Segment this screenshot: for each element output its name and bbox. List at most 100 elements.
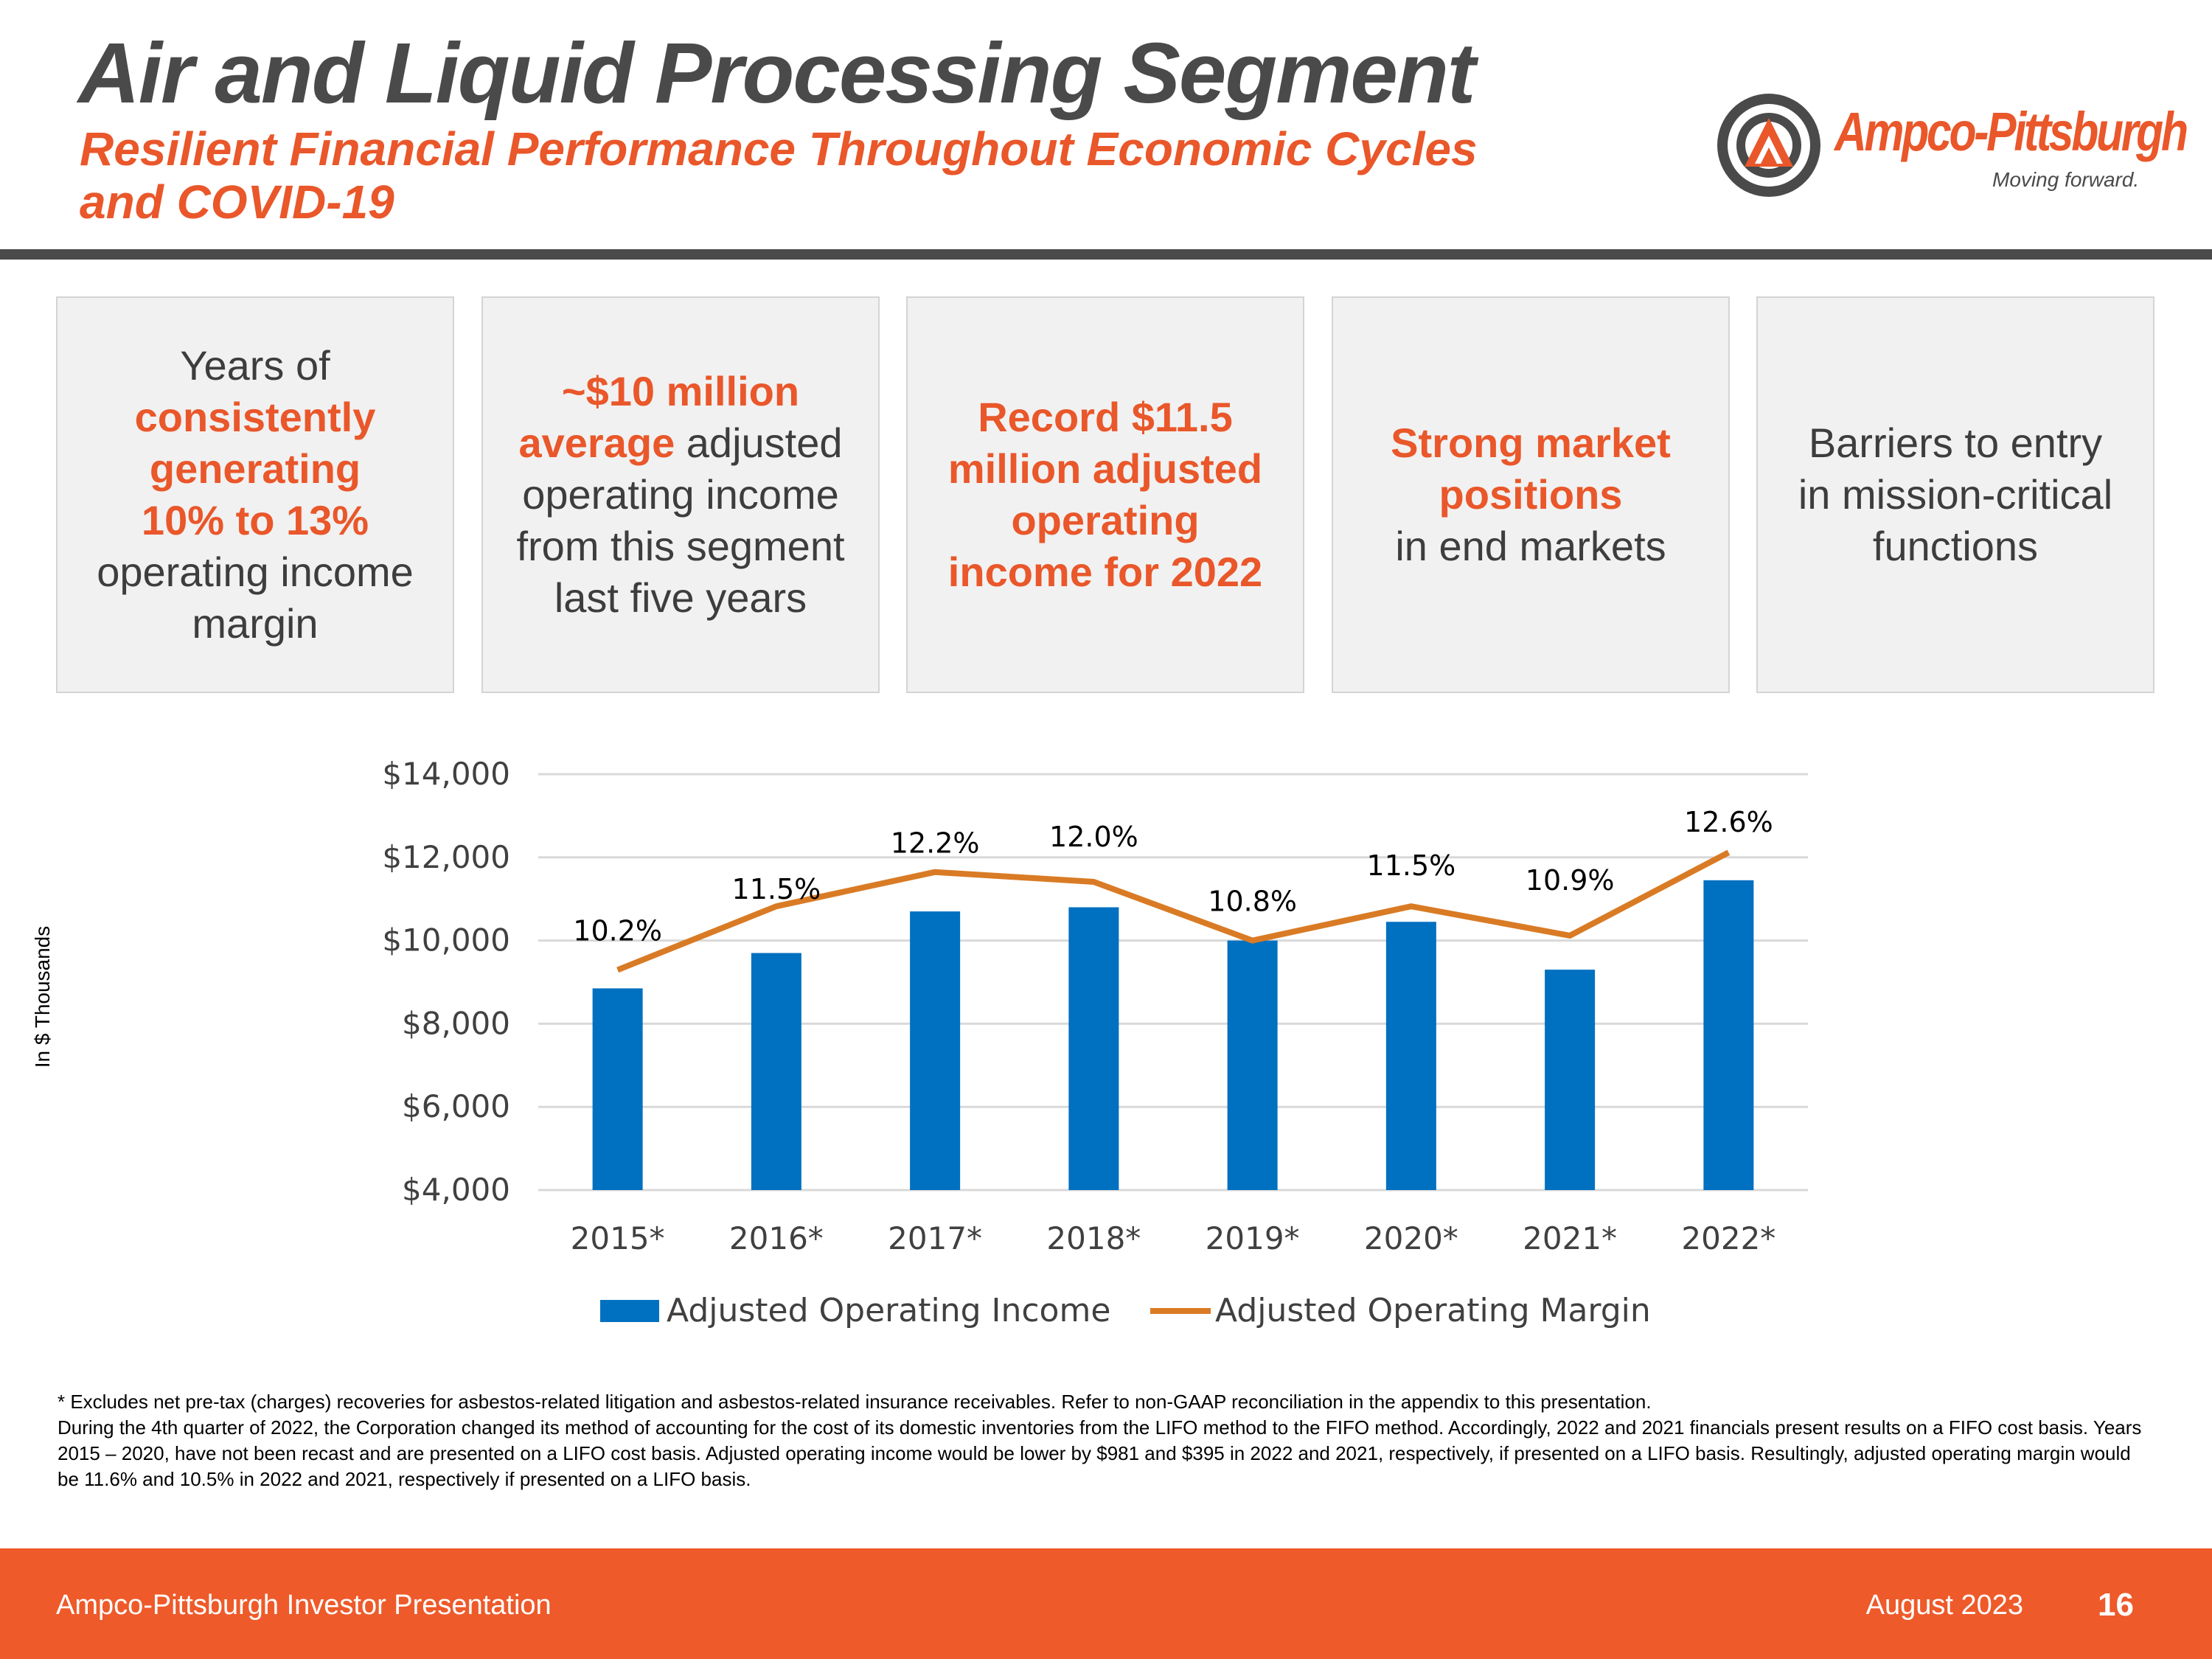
highlight-emphasis: Strong market bbox=[1391, 420, 1671, 466]
footer-bar: Ampco-Pittsburgh Investor Presentation A… bbox=[0, 1548, 2212, 1659]
highlight-emphasis: income for 2022 bbox=[947, 549, 1263, 595]
highlight-line: positions bbox=[1391, 469, 1671, 521]
highlight-text: Years of bbox=[180, 342, 330, 389]
bar-2022 bbox=[1703, 880, 1754, 1190]
logo-wordmark: Ampco-Pittsburgh bbox=[1834, 101, 2188, 162]
margin-data-label: 12.6% bbox=[1684, 806, 1773, 838]
x-tick-label: 2022* bbox=[1681, 1220, 1775, 1256]
highlight-emphasis: consistently bbox=[134, 394, 376, 440]
x-tick-label: 2021* bbox=[1523, 1220, 1617, 1256]
y-tick-label: $4,000 bbox=[402, 1172, 510, 1208]
highlight-text: from this segment bbox=[516, 523, 845, 569]
highlight-line: Strong market bbox=[1391, 417, 1671, 469]
highlight-emphasis: Record $11.5 bbox=[978, 394, 1233, 440]
x-tick-label: 2015* bbox=[571, 1220, 665, 1256]
highlight-line: in end markets bbox=[1391, 521, 1671, 572]
subtitle-line-1: Resilient Financial Performance Througho… bbox=[80, 122, 1478, 175]
highlight-emphasis: million adjusted bbox=[947, 445, 1263, 492]
header-divider bbox=[0, 249, 2212, 260]
highlight-emphasis: ~$10 million bbox=[561, 368, 800, 414]
footer-presentation-name: Ampco-Pittsburgh Investor Presentation bbox=[56, 1590, 552, 1621]
highlight-text: last five years bbox=[554, 574, 807, 621]
logo-tagline: Moving forward. bbox=[1992, 168, 2140, 191]
bar-2016 bbox=[751, 953, 801, 1190]
legend-label-income: Adjusted Operating Income bbox=[667, 1292, 1110, 1329]
highlight-text: functions bbox=[1872, 523, 2039, 569]
x-tick-label: 2016* bbox=[729, 1220, 824, 1256]
highlight-text: margin bbox=[192, 600, 319, 647]
bar-2019 bbox=[1227, 940, 1278, 1190]
x-tick-label: 2017* bbox=[888, 1220, 982, 1256]
highlight-line: functions bbox=[1798, 521, 2112, 572]
legend-label-margin: Adjusted Operating Margin bbox=[1215, 1292, 1651, 1329]
margin-data-label: 12.2% bbox=[891, 827, 980, 860]
footer-date: August 2023 bbox=[1865, 1590, 2023, 1621]
income-margin-chart: $4,000 $6,000 $8,000 $10,000 $12,000 $14,000 2… bbox=[382, 756, 1808, 1329]
page-title: Air and Liquid Processing Segment bbox=[78, 25, 1475, 121]
highlight-emphasis: operating bbox=[1011, 497, 1200, 543]
highlight-box-3: Record $11.5 million adjusted operating inc… bbox=[906, 296, 1304, 693]
highlight-line: Barriers to entry bbox=[1798, 417, 2112, 469]
subtitle-line-2: and COVID-19 bbox=[80, 175, 394, 229]
highlight-box-text: ~$10 million average adjusted operating in… bbox=[494, 366, 866, 624]
legend-swatch-income bbox=[600, 1300, 659, 1322]
highlight-line: from this segment bbox=[516, 521, 844, 572]
x-tick-label: 2020* bbox=[1364, 1220, 1458, 1256]
highlight-line: operating bbox=[948, 495, 1262, 546]
highlight-line: last five years bbox=[516, 572, 844, 624]
bar-2021 bbox=[1545, 970, 1596, 1190]
highlight-emphasis: generating bbox=[149, 445, 361, 492]
ampco-emblem-icon bbox=[1717, 94, 1820, 197]
y-tick-label: $12,000 bbox=[382, 839, 510, 875]
company-logo: Ampco-Pittsburgh Moving forward. bbox=[1711, 87, 2188, 205]
highlight-text: operating income bbox=[97, 549, 414, 595]
highlight-box-text: Years of consistently generating 10% to 13%… bbox=[74, 340, 436, 650]
footnote: * Excludes net pre-tax (charges) recover… bbox=[58, 1389, 2152, 1492]
highlight-line: margin bbox=[97, 598, 414, 650]
highlight-box-4: Strong market positions in end markets bbox=[1332, 296, 1730, 693]
highlight-box-text: Record $11.5 million adjusted operating inc… bbox=[926, 392, 1284, 598]
margin-data-label: 10.8% bbox=[1208, 886, 1297, 918]
margin-data-label: 11.5% bbox=[732, 873, 821, 905]
highlight-emphasis: average bbox=[518, 420, 675, 466]
y-tick-label: $6,000 bbox=[402, 1088, 510, 1124]
highlight-text: in mission-critical bbox=[1798, 471, 2113, 518]
highlight-emphasis: positions bbox=[1439, 471, 1623, 518]
margin-line bbox=[616, 849, 1731, 973]
highlight-line: operating income bbox=[97, 546, 414, 598]
y-tick-label: $14,000 bbox=[382, 756, 510, 792]
highlight-box-1: Years of consistently generating 10% to 13%… bbox=[56, 296, 454, 693]
footnote-line-1: * Excludes net pre-tax (charges) recover… bbox=[58, 1391, 1652, 1413]
highlight-line: Years of bbox=[97, 340, 414, 392]
bar-2020 bbox=[1385, 922, 1436, 1190]
highlight-line: consistently bbox=[97, 392, 414, 443]
highlight-box-text: Barriers to entry in mission-critical func… bbox=[1776, 417, 2135, 572]
highlight-line: million adjusted bbox=[948, 443, 1262, 495]
highlight-box-text: Strong market positions in end markets bbox=[1368, 417, 1693, 572]
highlight-line: income for 2022 bbox=[948, 546, 1262, 598]
margin-data-label: 10.2% bbox=[573, 914, 662, 947]
highlight-line: 10% to 13% bbox=[97, 495, 414, 546]
page-number: 16 bbox=[2098, 1587, 2134, 1623]
highlight-line: generating bbox=[97, 443, 414, 495]
highlight-box-5: Barriers to entry in mission-critical func… bbox=[1756, 296, 2154, 693]
highlight-box-2: ~$10 million average adjusted operating in… bbox=[481, 296, 880, 693]
x-tick-label: 2018* bbox=[1046, 1220, 1141, 1256]
highlight-line: in mission-critical bbox=[1798, 469, 2112, 521]
margin-data-label: 11.5% bbox=[1367, 849, 1456, 882]
margin-data-label: 10.9% bbox=[1526, 864, 1615, 897]
page-subtitle: Resilient Financial Performance Througho… bbox=[80, 122, 1478, 229]
highlight-text: Barriers to entry bbox=[1808, 420, 2103, 466]
footnote-line-2: During the 4th quarter of 2022, the Corp… bbox=[58, 1416, 2142, 1490]
bar-2018 bbox=[1068, 907, 1119, 1190]
highlight-line: operating income bbox=[516, 469, 844, 521]
x-tick-label: 2019* bbox=[1206, 1220, 1300, 1256]
highlight-text: adjusted bbox=[675, 420, 843, 466]
highlight-text: operating income bbox=[522, 471, 839, 518]
highlight-line: average adjusted bbox=[516, 417, 844, 469]
highlight-text: in end markets bbox=[1395, 523, 1666, 569]
bar-2015 bbox=[592, 988, 643, 1190]
bar-2017 bbox=[910, 911, 961, 1190]
highlight-line: ~$10 million bbox=[516, 366, 844, 417]
margin-data-label: 12.0% bbox=[1049, 821, 1138, 853]
